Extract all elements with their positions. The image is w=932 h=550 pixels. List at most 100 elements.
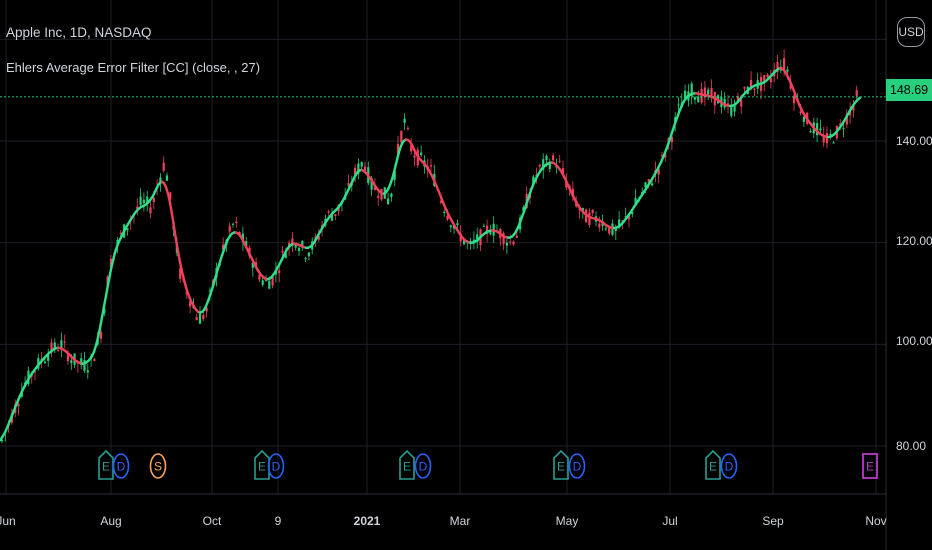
candle-body: [664, 153, 667, 158]
candle-body: [330, 214, 334, 221]
indicator-title: Ehlers Average Error Filter [CC] (close,…: [6, 60, 261, 75]
candle-body: [733, 104, 736, 112]
candle-body: [387, 198, 390, 205]
candle-body: [839, 123, 842, 126]
y-tick-label: 120.00: [896, 234, 932, 248]
candle-body: [159, 177, 162, 183]
candle-body: [136, 206, 139, 210]
candle-body: [822, 135, 825, 143]
candle-body: [139, 196, 142, 205]
candle-body: [373, 186, 376, 190]
candle-body: [476, 234, 479, 243]
dividend-badge: [267, 453, 285, 479]
candle-body: [17, 404, 20, 407]
filter-segment: [394, 154, 400, 166]
candle-body: [119, 232, 122, 234]
filter-segment: [110, 255, 116, 266]
currency-button[interactable]: USD: [897, 17, 925, 47]
candle-body: [621, 220, 624, 222]
candle-body: [449, 225, 452, 227]
candle-body: [482, 225, 485, 227]
filter-segment: [180, 270, 186, 282]
candle-body: [420, 152, 423, 156]
candle-body: [651, 183, 654, 186]
event-letter: E: [258, 460, 266, 474]
candle-body: [304, 258, 307, 260]
candle-body: [429, 165, 433, 167]
candle-body: [545, 155, 548, 160]
candle-body: [624, 216, 627, 218]
candle-body: [614, 227, 617, 232]
candle-body: [816, 123, 819, 136]
filter-segment: [108, 263, 114, 276]
candle-body: [558, 161, 561, 163]
candle-body: [660, 155, 664, 157]
candle-body: [842, 128, 845, 130]
candle-body: [548, 163, 551, 170]
candle-body: [251, 262, 254, 268]
candle-body: [80, 358, 83, 365]
candle-body: [693, 97, 697, 100]
y-tick-label: 80.00: [896, 439, 927, 453]
filter-segment: [178, 260, 184, 273]
dividend-badge: [720, 453, 738, 479]
dividend-badge: [112, 453, 130, 479]
candle-body: [588, 212, 591, 225]
candle-body: [776, 61, 779, 73]
event-letter: D: [117, 460, 126, 474]
filter-segment: [106, 273, 112, 287]
candle-body: [753, 88, 756, 90]
candle-body: [766, 74, 769, 78]
filter-segment: [392, 162, 398, 174]
event-letter: E: [557, 460, 565, 474]
filter-segment: [104, 283, 110, 297]
candle-body: [393, 171, 396, 180]
candle-body: [169, 192, 172, 200]
grid: [0, 0, 886, 494]
candle-body: [604, 228, 607, 230]
candle-body: [532, 176, 535, 185]
candle-body: [552, 155, 555, 161]
filter-segment: [172, 225, 178, 241]
candle-body: [489, 232, 492, 235]
candle-body: [802, 116, 805, 122]
candle-body: [769, 78, 772, 83]
candle-body: [819, 128, 822, 131]
candle-body: [152, 197, 155, 202]
candle-body: [360, 162, 363, 167]
candle-body: [403, 118, 406, 123]
candle-body: [647, 179, 650, 183]
candle-body: [255, 262, 258, 266]
candle-body: [0, 439, 4, 442]
candle-body: [726, 103, 730, 105]
candle-body: [618, 219, 621, 228]
candle-body: [522, 207, 525, 211]
candle-body: [396, 143, 400, 155]
candle-body: [235, 221, 238, 224]
candle-body: [707, 89, 710, 95]
candle-body: [515, 235, 518, 238]
candle-body: [565, 181, 568, 188]
candle-body: [53, 342, 56, 349]
candle-body: [142, 199, 145, 204]
candle-body: [799, 111, 802, 114]
candle-body: [33, 371, 37, 373]
candle-body: [743, 86, 746, 89]
filter-segment: [396, 147, 402, 158]
candle-body: [786, 69, 789, 72]
candle-body: [677, 104, 680, 106]
candle-body: [70, 360, 73, 364]
candle-body: [561, 168, 565, 174]
candle-body: [278, 270, 281, 274]
candle-body: [198, 313, 202, 324]
candle-body: [439, 200, 442, 203]
candle-body: [50, 342, 53, 353]
x-tick-label: Sep: [762, 514, 784, 528]
candle-body: [146, 196, 149, 204]
y-tick-label: 100.00: [896, 334, 932, 348]
filter-segment: [112, 248, 118, 258]
candle-body: [264, 279, 268, 281]
candle-body: [740, 99, 743, 107]
